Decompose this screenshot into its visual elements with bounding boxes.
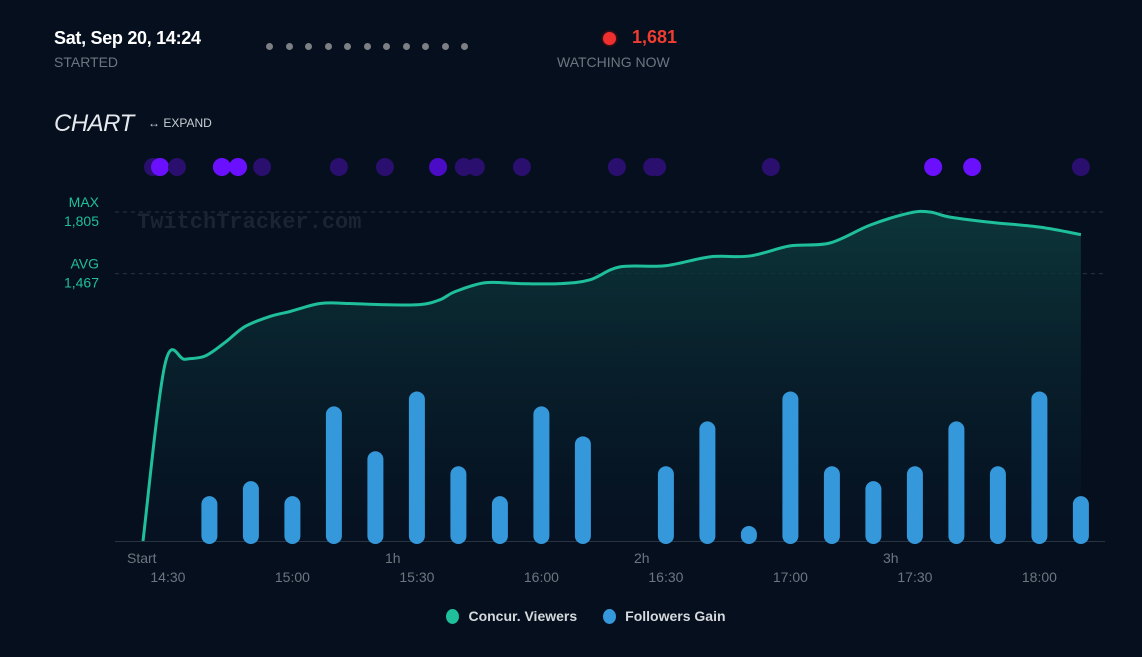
followers-bar [284,496,301,544]
event-marker[interactable] [151,158,170,176]
pager-dot[interactable] [461,43,468,50]
pager-dot[interactable] [266,43,273,50]
event-marker[interactable] [963,158,982,176]
viewers-followers-chart[interactable]: MAX 1,805 AVG 1,467 TwitchTracker.com Start… [0,0,1142,600]
started-label: STARTED [54,54,119,70]
followers-swatch-icon [603,608,617,624]
followers-bar [408,391,425,544]
followers-bar [657,466,674,544]
followers-bar [989,466,1006,544]
watching-now-label: WATCHING NOW [557,54,670,70]
time-tick: 17:00 [773,569,808,585]
event-marker[interactable] [1071,158,1090,176]
viewers-swatch-icon [446,608,460,624]
event-marker[interactable] [253,158,272,176]
time-tick: 15:00 [275,569,310,585]
stream-pager [266,43,468,50]
watermark: TwitchTracker.com [137,210,361,235]
event-marker[interactable] [212,158,231,176]
followers-bar [242,481,259,544]
followers-bar [823,466,840,544]
event-marker[interactable] [607,158,626,176]
event-marker[interactable] [229,158,248,176]
event-marker[interactable] [329,158,348,176]
pager-dot[interactable] [402,43,410,50]
chart-legend: Concur. Viewers Followers Gain [0,608,1142,624]
reference-value-max: 1,805 [64,213,99,229]
duration-tick: 2h [634,550,650,566]
reference-label-max: MAX [69,194,100,210]
followers-bar [367,451,384,544]
pager-dot[interactable] [285,43,293,50]
legend-item-followers[interactable]: Followers Gain [603,608,726,624]
followers-bar [865,481,882,544]
reference-label-avg: AVG [70,256,99,272]
time-tick: 16:30 [648,569,683,585]
followers-bar [906,466,923,544]
event-marker[interactable] [761,158,780,176]
pager-dot[interactable] [422,43,429,50]
followers-bar [533,406,550,544]
live-indicator-icon [603,32,616,45]
legend-label-followers: Followers Gain [625,608,726,624]
time-tick: 14:30 [150,569,185,585]
event-marker[interactable] [648,158,667,176]
followers-bar [325,406,342,544]
event-marker[interactable] [168,158,187,176]
viewers-area [143,211,1081,541]
duration-tick: 1h [385,550,401,566]
event-marker[interactable] [375,158,394,176]
stream-start-time: Sat, Sep 20, 14:24 [54,28,201,48]
followers-bar [948,421,965,544]
time-tick: 17:30 [897,569,932,585]
pager-dot[interactable] [324,43,332,50]
followers-bar [782,391,799,544]
legend-item-viewers[interactable]: Concur. Viewers [446,608,577,624]
event-marker[interactable] [429,158,448,176]
pager-dot[interactable] [383,43,390,50]
event-marker[interactable] [466,158,485,176]
reference-value-avg: 1,467 [64,275,99,291]
time-tick: 15:30 [399,569,434,585]
pager-dot[interactable] [344,43,351,50]
duration-tick: 3h [883,550,899,566]
pager-dot[interactable] [305,43,312,50]
legend-label-viewers: Concur. Viewers [468,608,578,624]
chart-title: CHART [54,110,134,137]
event-marker[interactable] [512,158,531,176]
followers-bar [699,421,716,544]
time-tick: 16:00 [524,569,559,585]
event-marker[interactable] [924,158,943,176]
followers-bar [574,436,591,544]
pager-dot[interactable] [441,43,449,50]
time-tick: 18:00 [1022,569,1057,585]
pager-dot[interactable] [363,43,371,50]
followers-bar [1072,496,1089,544]
followers-bar [1031,391,1048,544]
followers-bar [740,526,757,544]
followers-bar [201,496,218,544]
viewers-line [141,209,1082,542]
followers-bar [491,496,508,544]
duration-tick: Start [127,550,157,566]
followers-bar [450,466,467,544]
watching-now-count: 1,681 [632,27,678,47]
expand-chart-button[interactable]: ↔ EXPAND [148,116,212,130]
